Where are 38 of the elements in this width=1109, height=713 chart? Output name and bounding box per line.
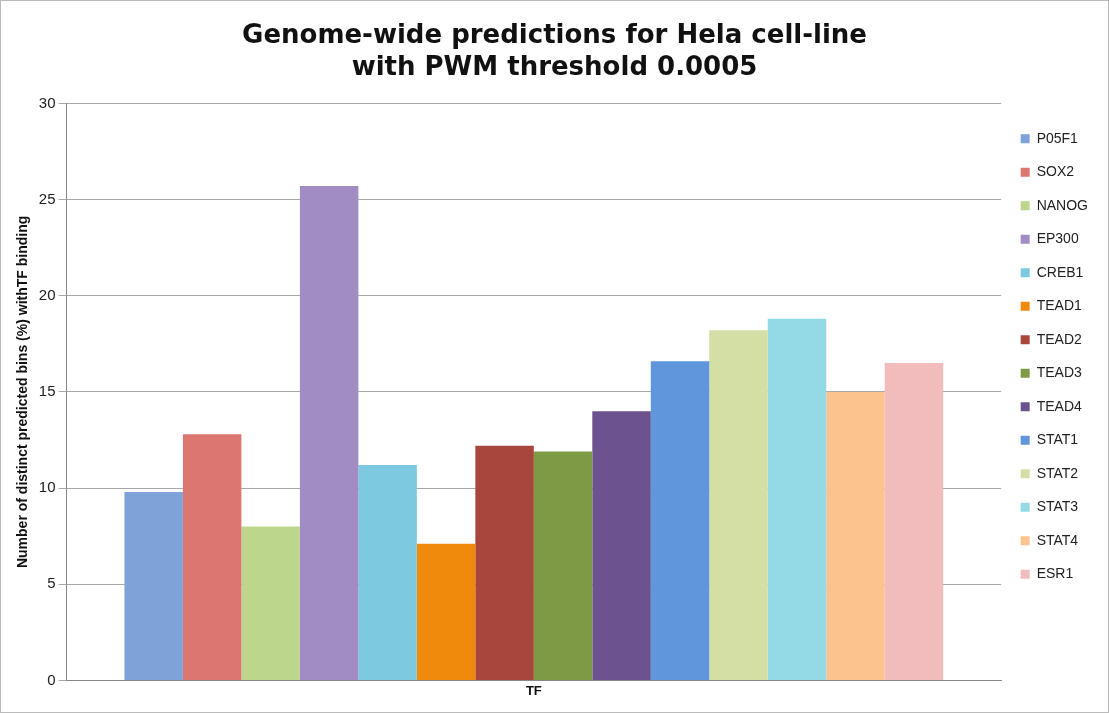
legend-label: TEAD4 (1036, 397, 1082, 414)
x-tick-label: TF (525, 682, 542, 698)
bar (592, 411, 651, 680)
bar (475, 445, 534, 680)
y-tick-label: 30 (38, 93, 56, 111)
legend-label: ESR1 (1036, 565, 1074, 582)
legend-label: STAT2 (1036, 464, 1079, 481)
legend-label: TEAD2 (1036, 330, 1082, 347)
legend-label: STAT4 (1036, 531, 1079, 548)
y-tick-label: 5 (47, 574, 56, 592)
y-tick-label: 0 (47, 670, 56, 688)
legend-label: CREB1 (1036, 263, 1084, 280)
legend-label: P05F1 (1036, 129, 1079, 146)
bar (709, 330, 768, 680)
y-tick-label: 25 (38, 189, 56, 207)
legend-label: TEAD1 (1036, 297, 1082, 314)
bar (533, 451, 593, 680)
bar (124, 491, 183, 680)
legend-label: NANOG (1036, 196, 1089, 213)
legend-label: STAT3 (1036, 498, 1079, 515)
bar (299, 186, 359, 680)
bar (358, 464, 417, 680)
y-tick-label: 10 (38, 478, 56, 496)
bar (884, 363, 944, 680)
bar (650, 361, 710, 680)
bar (182, 434, 242, 680)
y-tick-label: 20 (38, 285, 56, 303)
legend-label: TEAD3 (1036, 364, 1082, 381)
y-axis-title: Number of distinct predicted bins (%) withTF binding (14, 215, 31, 569)
bar (826, 391, 885, 680)
legend-label: SOX2 (1036, 163, 1075, 180)
bar (767, 318, 827, 680)
chart-title: Genome-wide predictions for Hela cell-line with PWM threshold 0.0005 (242, 19, 867, 81)
bar (416, 543, 476, 680)
legend-label: EP300 (1036, 230, 1079, 247)
bar (241, 526, 300, 680)
legend-label: STAT1 (1036, 431, 1079, 448)
y-tick-label: 15 (38, 382, 56, 400)
